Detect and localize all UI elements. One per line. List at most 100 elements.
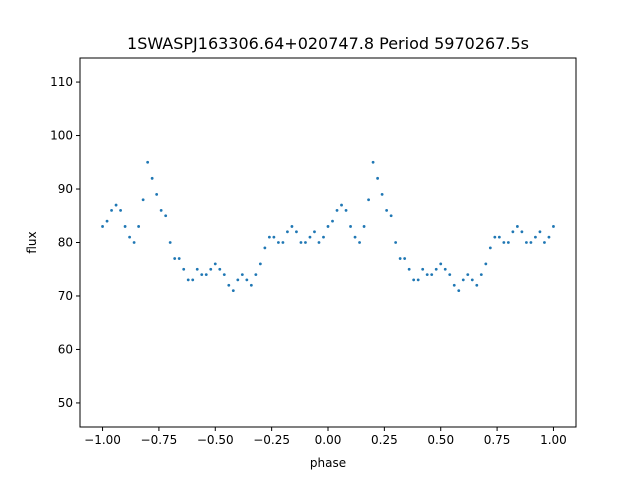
data-point — [236, 278, 240, 282]
data-point — [389, 214, 393, 218]
data-point — [200, 273, 204, 276]
data-point — [267, 235, 271, 239]
data-point — [403, 257, 407, 260]
data-point — [263, 246, 267, 250]
data-point — [290, 225, 294, 228]
data-point — [353, 235, 357, 239]
data-point — [407, 267, 411, 271]
data-point — [281, 241, 285, 244]
data-point — [394, 241, 398, 244]
data-point — [132, 241, 136, 244]
data-point — [344, 209, 348, 212]
data-point — [335, 209, 339, 212]
y-axis-ticks: 50 60 70 80 90 100 110 — [50, 75, 80, 410]
data-point — [515, 225, 519, 228]
data-point — [231, 289, 235, 293]
data-point — [254, 273, 258, 276]
data-point — [538, 230, 542, 234]
data-point — [412, 278, 416, 282]
chart-title: 1SWASPJ163306.64+020747.8 Period 5970267… — [127, 34, 529, 53]
data-point — [479, 273, 483, 276]
data-point — [110, 209, 113, 212]
data-point — [461, 278, 465, 282]
scatter-points — [101, 160, 555, 293]
data-point — [425, 273, 429, 276]
data-point — [245, 278, 249, 282]
data-point — [434, 267, 438, 271]
data-point — [421, 267, 425, 271]
data-point — [502, 241, 506, 244]
data-point — [529, 241, 533, 244]
data-point — [168, 241, 172, 244]
x-tick-label: 0.75 — [484, 433, 511, 447]
data-point — [128, 235, 132, 239]
data-point — [317, 241, 321, 244]
data-point — [150, 176, 154, 180]
x-tick-label: −0.25 — [253, 433, 290, 447]
data-point — [114, 203, 118, 207]
x-tick-label: −0.50 — [197, 433, 234, 447]
data-point — [272, 235, 276, 239]
data-point — [484, 262, 488, 266]
data-point — [493, 235, 497, 239]
data-point — [277, 241, 280, 244]
data-point — [534, 235, 537, 239]
data-point — [182, 267, 186, 271]
data-point — [218, 267, 222, 271]
data-point — [367, 198, 370, 202]
data-point — [371, 160, 375, 164]
data-point — [380, 192, 384, 196]
y-tick-label: 100 — [50, 129, 73, 143]
data-point — [299, 241, 303, 244]
data-point — [137, 225, 141, 228]
x-tick-label: 1.00 — [540, 433, 567, 447]
data-point — [155, 192, 159, 196]
x-tick-label: −1.00 — [84, 433, 121, 447]
data-point — [209, 267, 213, 271]
data-point — [470, 278, 474, 282]
data-point — [416, 278, 420, 282]
data-point — [146, 160, 150, 164]
data-point — [466, 273, 470, 276]
data-point — [295, 230, 298, 234]
data-point — [164, 214, 168, 218]
data-point — [520, 230, 524, 234]
x-axis-ticks: −1.00 −0.75 −0.50 −0.25 0.00 0.25 0.50 0.75 1.00 — [84, 427, 567, 447]
y-tick-label: 70 — [58, 289, 73, 303]
data-point — [191, 278, 195, 282]
data-point — [362, 225, 366, 228]
data-point — [286, 230, 289, 234]
data-point — [376, 176, 379, 180]
y-tick-label: 90 — [58, 182, 73, 196]
data-point — [543, 241, 546, 244]
data-point — [547, 235, 551, 239]
data-point — [475, 283, 479, 287]
y-tick-label: 50 — [58, 396, 73, 410]
data-point — [398, 257, 402, 260]
data-point — [141, 198, 145, 202]
data-point — [173, 257, 177, 260]
data-point — [511, 230, 515, 234]
data-point — [204, 273, 208, 276]
data-point — [227, 283, 231, 287]
data-point — [249, 283, 253, 287]
data-point — [443, 267, 447, 271]
data-point — [123, 225, 127, 228]
x-tick-label: 0.25 — [371, 433, 398, 447]
data-point — [448, 273, 452, 276]
data-point — [177, 257, 181, 260]
data-point — [452, 283, 456, 287]
data-point — [195, 267, 199, 271]
data-point — [186, 278, 190, 282]
data-point — [119, 209, 122, 212]
x-tick-label: 0.00 — [315, 433, 342, 447]
y-axis-label: flux — [25, 231, 39, 253]
data-point — [552, 225, 555, 228]
data-point — [326, 225, 330, 228]
data-point — [497, 235, 501, 239]
x-axis-label: phase — [310, 456, 346, 470]
plot-area-frame — [79, 57, 577, 428]
data-point — [304, 241, 307, 244]
